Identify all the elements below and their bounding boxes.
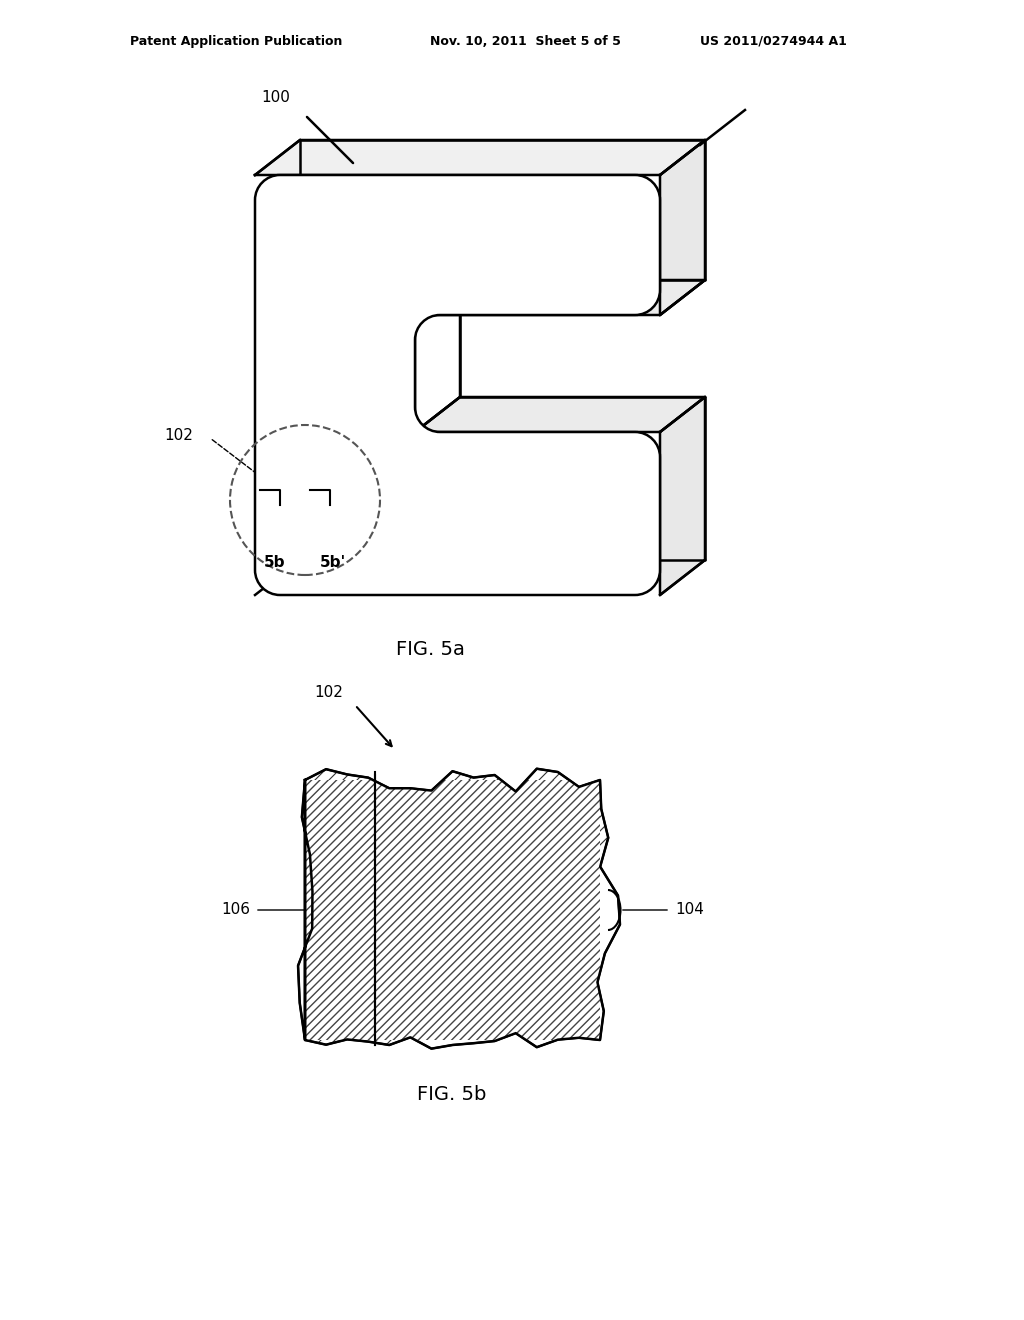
Bar <box>305 780 375 1040</box>
Polygon shape <box>255 140 705 176</box>
Polygon shape <box>415 280 705 315</box>
Text: 5b': 5b' <box>319 554 346 570</box>
Text: FIG. 5b: FIG. 5b <box>418 1085 486 1104</box>
Text: 100: 100 <box>261 90 290 106</box>
Polygon shape <box>660 397 705 595</box>
Text: FIG. 5a: FIG. 5a <box>395 640 465 659</box>
Text: 102: 102 <box>164 428 193 442</box>
Text: Nov. 10, 2011  Sheet 5 of 5: Nov. 10, 2011 Sheet 5 of 5 <box>430 36 621 48</box>
Text: 5b: 5b <box>264 554 286 570</box>
Text: Patent Application Publication: Patent Application Publication <box>130 36 342 48</box>
Text: 102: 102 <box>314 685 343 700</box>
Bar <box>375 780 600 1040</box>
Polygon shape <box>660 140 705 315</box>
Text: 106: 106 <box>221 903 250 917</box>
PathPatch shape <box>255 176 660 595</box>
Text: US 2011/0274944 A1: US 2011/0274944 A1 <box>700 36 847 48</box>
Polygon shape <box>298 768 620 1048</box>
Polygon shape <box>415 397 705 432</box>
Text: 104: 104 <box>675 903 703 917</box>
